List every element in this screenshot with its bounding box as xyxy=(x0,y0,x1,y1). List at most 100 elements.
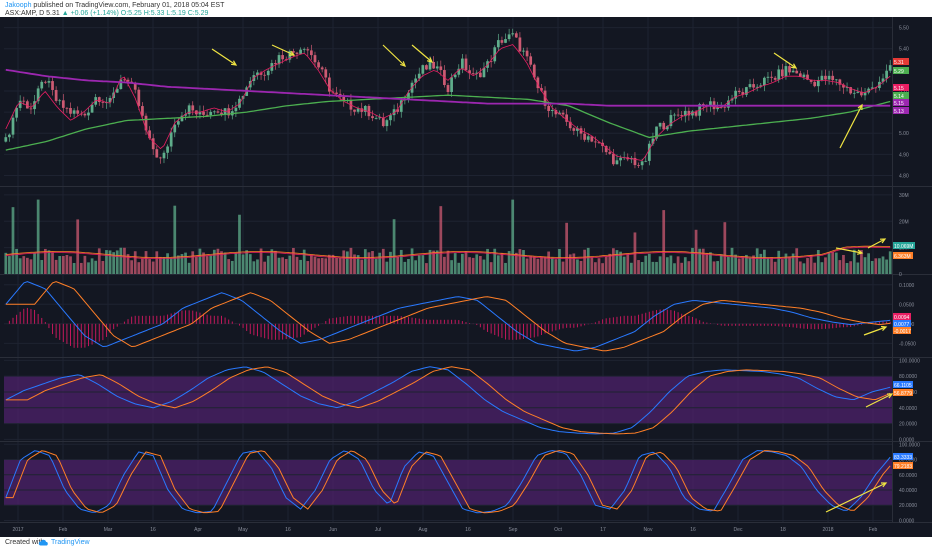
volume-bar xyxy=(543,256,547,274)
volume-bar xyxy=(65,255,69,274)
volume-bar xyxy=(662,210,666,274)
volume-label-tag xyxy=(893,242,915,249)
candle-body xyxy=(806,74,809,80)
candle-body xyxy=(730,98,734,101)
candle-body xyxy=(33,101,36,110)
volume-bar xyxy=(514,252,518,274)
candle-body xyxy=(274,63,277,65)
volume-bar xyxy=(212,249,216,274)
volume-bar xyxy=(435,250,439,274)
candle-body xyxy=(612,153,615,165)
volume-bar xyxy=(766,257,770,274)
symbol-line: ASX:AMP, D 5.31 ▲ +0.06 (+1.14%) O:5.25 … xyxy=(5,10,208,17)
volume-bar xyxy=(457,262,461,274)
chart-area[interactable]: 5.505.405.305.205.105.004.904.8030M20M10… xyxy=(0,17,932,537)
candle-body xyxy=(385,120,389,127)
candle-body xyxy=(220,112,223,115)
candle-body xyxy=(389,115,392,121)
candle-body xyxy=(133,83,137,90)
volume-bar xyxy=(468,257,471,274)
volume-bar xyxy=(173,205,177,274)
volume-bar xyxy=(342,250,346,274)
y-axis-tick-label: 5.20 xyxy=(899,89,909,95)
volume-bar xyxy=(622,256,626,274)
volume-bar xyxy=(119,247,123,274)
y-axis-tick-label: 0.1000 xyxy=(899,283,915,289)
candle-body xyxy=(29,108,33,110)
candle-body xyxy=(399,100,403,112)
candle-body xyxy=(435,66,439,69)
volume-bar xyxy=(180,254,184,274)
x-axis-tick-label: Feb xyxy=(59,527,68,533)
volume-bar xyxy=(719,254,723,274)
stochastic-label-text: 79.2183 xyxy=(894,464,912,470)
candle-body xyxy=(87,112,90,116)
volume-bar xyxy=(83,255,87,274)
volume-bar xyxy=(392,219,396,274)
volume-bar xyxy=(568,254,572,274)
ma-fast-line xyxy=(5,44,891,161)
annotation-arrow xyxy=(839,104,863,149)
volume-bar xyxy=(230,260,234,274)
candle-body xyxy=(335,92,338,94)
volume-bar xyxy=(205,256,209,274)
volume-bar xyxy=(597,258,601,274)
volume-bar xyxy=(176,255,180,274)
volume-bar xyxy=(191,251,195,274)
candle-body xyxy=(665,126,669,130)
volume-bar xyxy=(159,256,162,274)
volume-bar xyxy=(8,256,11,274)
candle-body xyxy=(572,128,576,131)
x-axis-tick-label: Mar xyxy=(104,527,113,533)
candle-body xyxy=(529,56,533,65)
volume-bar xyxy=(464,251,468,274)
volume-bar xyxy=(752,255,755,274)
candle-body xyxy=(507,34,511,40)
volume-bar xyxy=(741,256,745,274)
tradingview-brand[interactable]: TradingView xyxy=(51,539,90,546)
volume-bar xyxy=(284,258,288,274)
volume-bar xyxy=(856,262,860,274)
candle-body xyxy=(90,104,94,113)
candle-body xyxy=(209,111,213,116)
volume-bar xyxy=(353,254,356,274)
macd-line xyxy=(5,281,891,352)
volume-bar xyxy=(72,263,76,274)
candle-body xyxy=(439,66,443,71)
volume-bar xyxy=(558,248,561,274)
candle-body xyxy=(468,70,471,74)
annotation-arrow xyxy=(865,393,893,408)
candle-body xyxy=(680,115,684,117)
y-axis-tick-label: 4.90 xyxy=(899,152,909,158)
y-axis-tick-label: 40.0000 xyxy=(899,488,917,494)
candle-body xyxy=(716,107,720,110)
annotation-arrow xyxy=(382,44,406,67)
y-axis-tick-label: 0.0000 xyxy=(899,518,915,524)
publish-header: Jakooph published on TradingView.com, Fe… xyxy=(0,0,932,18)
volume-bar xyxy=(824,257,827,274)
volume-bar xyxy=(676,256,680,274)
candle-body xyxy=(586,136,590,140)
candle-body xyxy=(306,49,310,51)
volume-bar xyxy=(439,206,443,274)
volume-bar xyxy=(612,248,615,274)
volume-bar xyxy=(701,248,705,274)
candle-body xyxy=(148,130,151,139)
candle-body xyxy=(159,157,162,159)
candle-body xyxy=(615,160,619,165)
candle-body xyxy=(108,98,112,103)
chart-svg[interactable]: 5.505.405.305.205.105.004.904.8030M20M10… xyxy=(0,17,932,537)
candle-body xyxy=(888,65,892,71)
ma-slow-line xyxy=(5,68,891,107)
candle-body xyxy=(683,110,687,117)
oscillator-signal-line xyxy=(5,366,891,435)
x-axis-tick-label: 16 xyxy=(690,527,696,533)
x-axis-tick-label: Jun xyxy=(329,527,337,533)
volume-bar xyxy=(608,253,612,274)
candle-body xyxy=(856,91,860,93)
stochastic-label-text: 83.3333 xyxy=(894,455,912,461)
author-link[interactable]: Jakooph xyxy=(5,2,32,9)
candle-body xyxy=(324,69,328,78)
volume-bar xyxy=(698,248,702,274)
volume-bar xyxy=(443,256,446,274)
